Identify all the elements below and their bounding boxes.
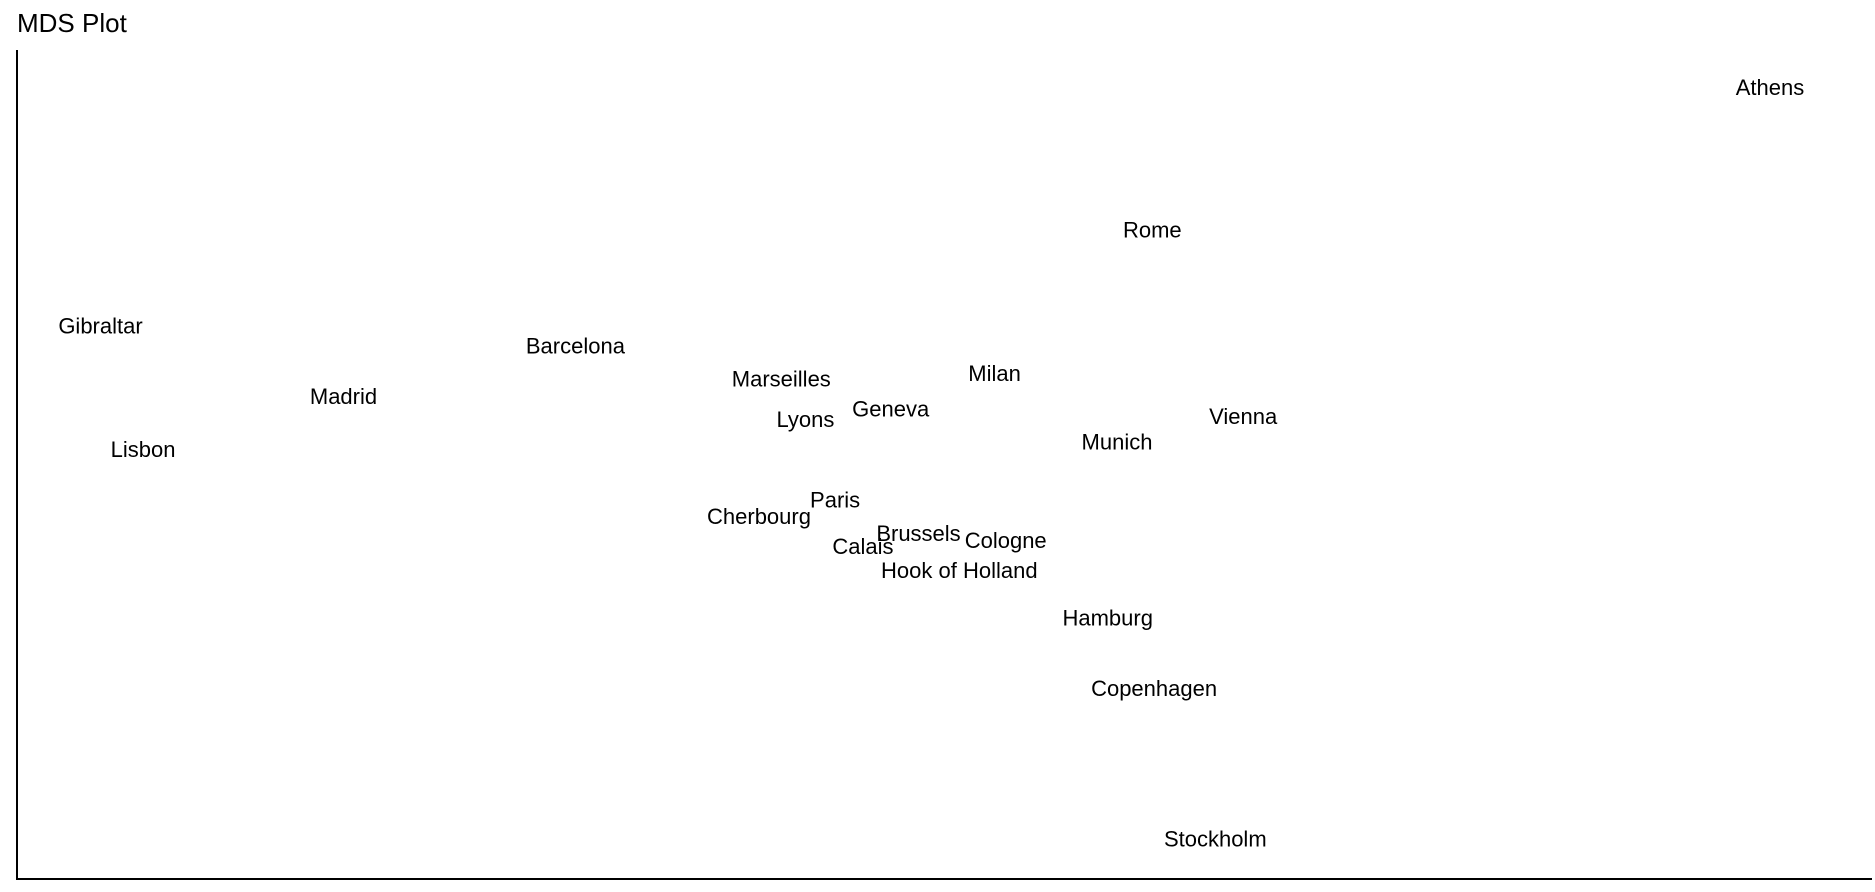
city-label-lyons: Lyons xyxy=(776,407,834,432)
city-label-hamburg: Hamburg xyxy=(1062,605,1152,630)
city-labels: Athens Rome Gibraltar Barcelona Marseilles Mi… xyxy=(58,75,1804,852)
city-label-geneva: Geneva xyxy=(852,396,930,421)
city-label-munich: Munich xyxy=(1082,430,1153,455)
city-label-paris: Paris xyxy=(810,488,860,513)
city-label-madrid: Madrid xyxy=(310,384,377,409)
city-label-rome: Rome xyxy=(1123,217,1182,242)
city-label-vienna: Vienna xyxy=(1209,404,1278,429)
city-label-brussels: Brussels xyxy=(876,521,960,546)
city-label-barcelona: Barcelona xyxy=(526,333,626,358)
city-label-athens: Athens xyxy=(1736,75,1805,100)
city-label-stockholm: Stockholm xyxy=(1164,827,1267,852)
city-label-lisbon: Lisbon xyxy=(111,437,176,462)
city-label-milan: Milan xyxy=(968,361,1021,386)
city-label-copenhagen: Copenhagen xyxy=(1091,676,1217,701)
chart-title: MDS Plot xyxy=(17,8,127,38)
city-label-cologne: Cologne xyxy=(965,528,1047,553)
plot-axes xyxy=(16,50,1872,880)
city-label-calais: Calais xyxy=(832,534,893,559)
city-label-hook-of-holland: Hook of Holland xyxy=(881,558,1038,583)
city-label-cherbourg: Cherbourg xyxy=(707,504,811,529)
city-label-marseilles: Marseilles xyxy=(732,367,831,392)
city-label-gibraltar: Gibraltar xyxy=(58,314,142,339)
